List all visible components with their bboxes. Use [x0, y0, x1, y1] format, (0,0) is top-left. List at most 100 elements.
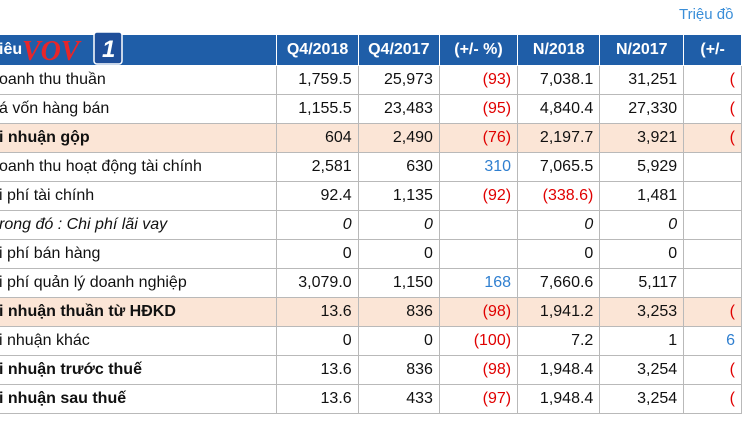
- cell-n-2017: 1,481: [599, 181, 685, 211]
- cell-change-q4: (93): [438, 65, 519, 95]
- cell-q4-2017: 433: [357, 384, 440, 414]
- cell-n-2017: 1: [599, 326, 685, 356]
- table-body: oanh thu thuần 1,759.5 25,973 (93) 7,038.1 31…: [0, 65, 742, 414]
- row-label: oanh thu thuần: [0, 65, 278, 95]
- cell-n-2018: 7.2: [517, 326, 601, 356]
- row-label: á vốn hàng bán: [0, 94, 278, 124]
- cell-q4-2017: 836: [357, 355, 440, 385]
- table-row: i nhuận gộp 604 2,490 (76) 2,197.7 3,921(: [0, 123, 742, 153]
- table-row: oanh thu hoạt động tài chính 2,581 630 310 7…: [0, 152, 742, 182]
- cell-q4-2017: 23,483: [357, 94, 440, 124]
- cell-n-2018: 7,038.1: [517, 65, 601, 95]
- cell-q4-2018: 1,759.5: [276, 65, 359, 95]
- cell-n-2017: 3,254: [599, 384, 685, 414]
- cell-change-n: [683, 268, 742, 298]
- cell-change-q4: [438, 210, 519, 240]
- logo-text: VOV: [22, 36, 82, 67]
- cell-q4-2017: 0: [357, 210, 440, 240]
- cell-n-2017: 3,921: [599, 123, 685, 153]
- table-row: i nhuận sau thuế 13.6 433 (97) 1,948.4 3,254(: [0, 384, 742, 414]
- cell-q4-2017: 0: [357, 239, 440, 269]
- cell-change-n: (: [683, 65, 742, 95]
- cell-q4-2017: 630: [357, 152, 440, 182]
- cell-change-q4: (97): [438, 384, 519, 414]
- cell-q4-2018: 1,155.5: [276, 94, 359, 124]
- cell-change-n: (: [683, 297, 742, 327]
- table-row: á vốn hàng bán 1,155.5 23,483 (95) 4,840.4 27…: [0, 94, 742, 124]
- cell-n-2017: 3,254: [599, 355, 685, 385]
- table-row: i nhuận trước thuế 13.6 836 (98) 1,948.4 3,25…: [0, 355, 742, 385]
- cell-change-n: (: [683, 384, 742, 414]
- cell-q4-2018: 13.6: [276, 355, 359, 385]
- cell-n-2017: 31,251: [599, 65, 685, 95]
- header-n-2017: N/2017: [599, 34, 685, 66]
- cell-change-n: (: [683, 123, 742, 153]
- logo-badge: 1: [102, 36, 115, 63]
- cell-n-2018: 0: [517, 239, 601, 269]
- table-row: i phí bán hàng 0 0 0 0: [0, 239, 742, 269]
- row-label: i phí bán hàng: [0, 239, 278, 269]
- row-label: i nhuận thuần từ HĐKD: [0, 297, 278, 327]
- row-label: i nhuận trước thuế: [0, 355, 278, 385]
- cell-n-2018: 7,660.6: [517, 268, 601, 298]
- cell-q4-2017: 2,490: [357, 123, 440, 153]
- cell-q4-2018: 92.4: [276, 181, 359, 211]
- row-label: i nhuận gộp: [0, 123, 278, 153]
- cell-change-q4: (98): [438, 355, 519, 385]
- cell-change-q4: 310: [438, 152, 519, 182]
- cell-q4-2018: 3,079.0: [276, 268, 359, 298]
- row-label: oanh thu hoạt động tài chính: [0, 152, 278, 182]
- header-q4-2018: Q4/2018: [276, 34, 359, 66]
- cell-n-2018: 4,840.4: [517, 94, 601, 124]
- cell-q4-2018: 0: [276, 210, 359, 240]
- cell-change-n: [683, 210, 742, 240]
- table-row: oanh thu thuần 1,759.5 25,973 (93) 7,038.1 31…: [0, 65, 742, 95]
- cell-change-q4: (76): [438, 123, 519, 153]
- cell-n-2017: 0: [599, 210, 685, 240]
- cell-q4-2018: 2,581: [276, 152, 359, 182]
- header-change-n: (+/-: [683, 34, 742, 66]
- cell-change-q4: 168: [438, 268, 519, 298]
- cell-q4-2017: 1,135: [357, 181, 440, 211]
- cell-n-2017: 3,253: [599, 297, 685, 327]
- cell-n-2018: 7,065.5: [517, 152, 601, 182]
- cell-n-2018: 1,948.4: [517, 355, 601, 385]
- table-row: rong đó : Chi phí lãi vay 0 0 0 0: [0, 210, 742, 240]
- cell-change-q4: (100): [438, 326, 519, 356]
- cell-n-2017: 27,330: [599, 94, 685, 124]
- cell-q4-2017: 25,973: [357, 65, 440, 95]
- cell-n-2018: 2,197.7: [517, 123, 601, 153]
- unit-note: Triệu đồ: [679, 6, 734, 23]
- cell-n-2017: 5,929: [599, 152, 685, 182]
- table-row: i phí quản lý doanh nghiệp 3,079.0 1,150 16…: [0, 268, 742, 298]
- cell-q4-2017: 1,150: [357, 268, 440, 298]
- row-label: rong đó : Chi phí lãi vay: [0, 210, 278, 240]
- header-item: iêu: [0, 34, 278, 66]
- cell-q4-2017: 836: [357, 297, 440, 327]
- cell-change-n: [683, 152, 742, 182]
- cell-n-2018: 1,948.4: [517, 384, 601, 414]
- table-row: i nhuận khác 0 0 (100) 7.2 1 6: [0, 326, 742, 356]
- row-label: i phí quản lý doanh nghiệp: [0, 268, 278, 298]
- table-row: i phí tài chính 92.4 1,135 (92) (338.6) 1,481: [0, 181, 742, 211]
- cell-n-2017: 5,117: [599, 268, 685, 298]
- cell-q4-2017: 0: [357, 326, 440, 356]
- cell-q4-2018: 13.6: [276, 297, 359, 327]
- table-header: iêu Q4/2018 Q4/2017 (+/- %) N/2018 N/201…: [0, 34, 742, 66]
- cell-change-q4: (98): [438, 297, 519, 327]
- cell-change-n: (: [683, 94, 742, 124]
- cell-q4-2018: 0: [276, 326, 359, 356]
- cell-change-n: 6: [683, 326, 742, 356]
- row-label: i phí tài chính: [0, 181, 278, 211]
- cell-n-2018: (338.6): [517, 181, 601, 211]
- header-n-2018: N/2018: [517, 34, 601, 66]
- financial-table: iêu Q4/2018 Q4/2017 (+/- %) N/2018 N/201…: [0, 34, 742, 414]
- header-q4-2017: Q4/2017: [357, 34, 440, 66]
- vov1-logo: VOV 1: [22, 31, 123, 67]
- cell-change-q4: [438, 239, 519, 269]
- cell-change-n: [683, 239, 742, 269]
- row-label: i nhuận khác: [0, 326, 278, 356]
- cell-change-n: (: [683, 355, 742, 385]
- cell-q4-2018: 13.6: [276, 384, 359, 414]
- header-change-q4: (+/- %): [438, 34, 519, 66]
